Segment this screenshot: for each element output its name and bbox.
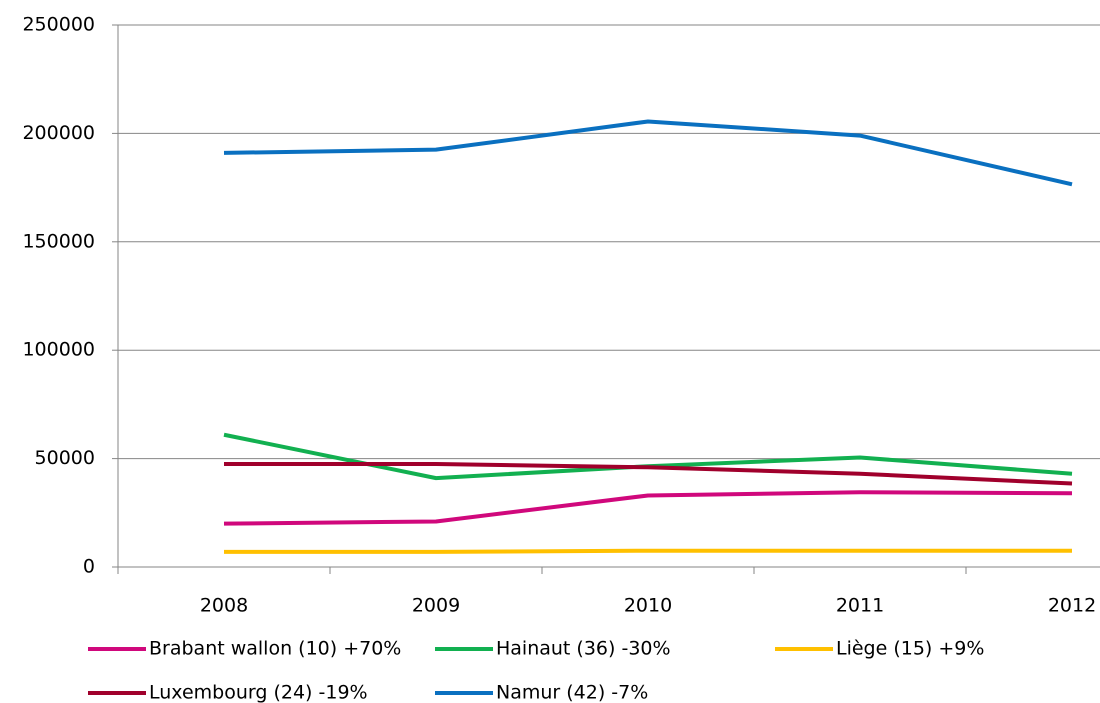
series-line: [223, 490, 1073, 526]
y-tick-label: 100000: [22, 339, 95, 361]
y-tick-label: 250000: [22, 14, 95, 36]
legend-label: Luxembourg (24) -19%: [149, 682, 368, 703]
x-tick-label: 2011: [836, 595, 884, 617]
legend-label: Namur (42) -7%: [496, 682, 648, 703]
legend-label: Hainaut (36) -30%: [496, 638, 671, 660]
series-line: [223, 432, 1073, 481]
y-tick-label: 0: [83, 556, 95, 578]
x-tick-label: 2012: [1048, 595, 1096, 617]
y-tick-label: 150000: [22, 230, 95, 252]
x-tick-label: 2009: [412, 595, 460, 617]
series-line: [223, 119, 1073, 187]
legend-label: Brabant wallon (10) +70%: [149, 638, 401, 660]
series-line: [224, 548, 1072, 554]
legend-label: Liège (15) +9%: [836, 638, 984, 660]
x-tick-label: 2010: [624, 595, 672, 617]
series-line: [224, 462, 1073, 486]
y-tick-label: 200000: [22, 122, 95, 144]
y-tick-label: 50000: [35, 447, 95, 469]
x-tick-label: 2008: [200, 595, 248, 617]
